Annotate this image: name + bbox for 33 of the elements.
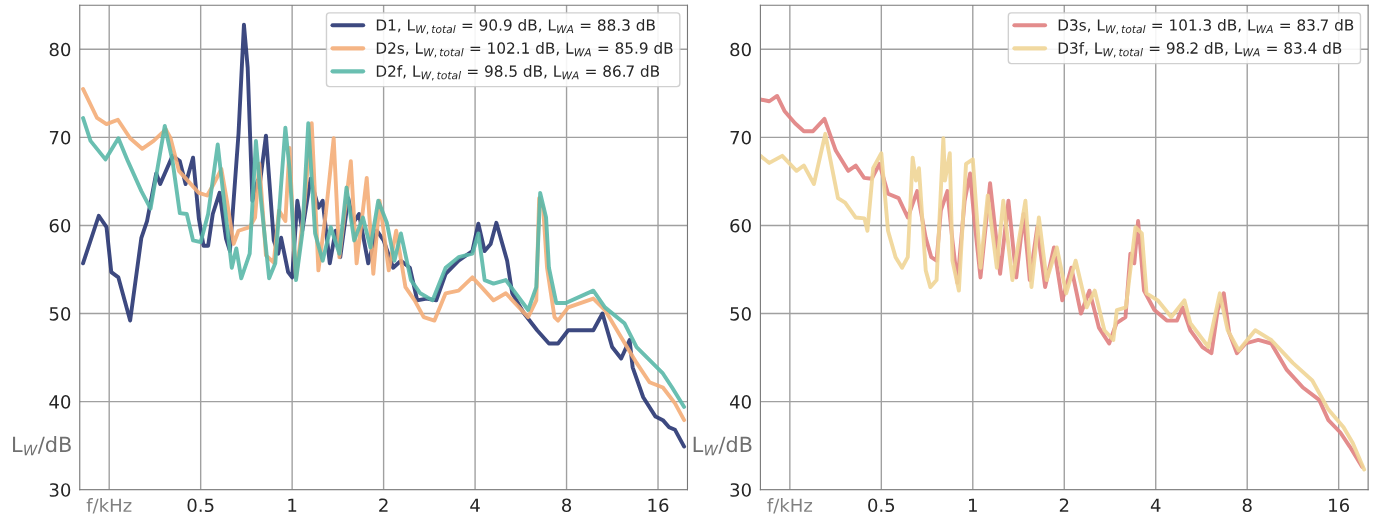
x-tick-label: 2	[379, 498, 388, 512]
x-tick-label: 8	[1242, 498, 1252, 513]
x-tick-label: 0.5	[187, 498, 214, 513]
y-tick-label: 30	[49, 483, 71, 497]
y-tick-label: 50	[49, 307, 71, 321]
legend-label: D2f, L$_{W,total}$ = 98.5 dB, L$_{WA}$ = 86.7 dB	[376, 65, 660, 81]
x-tick-label: f/kHz	[767, 498, 813, 514]
x-tick-label: 16	[1329, 498, 1350, 513]
x-tick-label: 16	[648, 498, 669, 513]
legend-label: D3s, L$_{W,total}$ = 101.3 dB, L$_{WA}$ = 83.7 dB	[1058, 18, 1354, 35]
legend-label: D1, L$_{W,total}$ = 90.9 dB, L$_{WA}$ = 88.3 dB	[376, 18, 655, 35]
y-tick-label: 40	[729, 395, 751, 409]
y-tick-label: 40	[49, 395, 71, 409]
y-tick-label: 30	[730, 483, 751, 497]
x-tick-label: 0.5	[868, 498, 895, 513]
y-axis-title: L$_{W}$/dB	[693, 436, 752, 456]
y-tick-label: 50	[730, 307, 751, 321]
y-tick-label: 70	[730, 130, 751, 145]
x-tick-label: 8	[562, 498, 572, 513]
y-tick-label: 60	[730, 218, 751, 233]
x-tick-label: 4	[470, 498, 480, 512]
y-tick-label: 60	[49, 218, 71, 233]
y-tick-label: 80	[730, 42, 751, 57]
legend-label: D2s, L$_{W,total}$ = 102.1 dB, L$_{WA}$ = 85.9 dB	[376, 42, 673, 58]
x-tick-label: f/kHz	[86, 498, 132, 514]
y-axis-title: L$_{W}$/dB	[13, 436, 71, 456]
x-tick-label: 4	[1150, 498, 1161, 512]
legend-label: D3f, L$_{W,total}$ = 98.2 dB, L$_{WA}$ = 83.4 dB	[1058, 42, 1342, 58]
y-tick-label: 80	[49, 42, 71, 57]
y-tick-label: 70	[49, 130, 71, 145]
x-tick-label: 1	[969, 498, 977, 512]
x-tick-label: 2	[1059, 498, 1069, 512]
x-tick-label: 1	[288, 498, 297, 512]
